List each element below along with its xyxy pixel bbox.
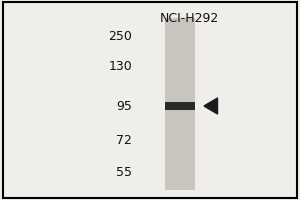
- Text: NCI-H292: NCI-H292: [159, 11, 219, 24]
- Text: 130: 130: [108, 60, 132, 72]
- FancyBboxPatch shape: [165, 18, 195, 190]
- Text: 95: 95: [116, 99, 132, 112]
- FancyBboxPatch shape: [165, 102, 195, 110]
- Text: 72: 72: [116, 134, 132, 146]
- Polygon shape: [204, 98, 218, 114]
- Text: 55: 55: [116, 166, 132, 178]
- Text: 250: 250: [108, 29, 132, 43]
